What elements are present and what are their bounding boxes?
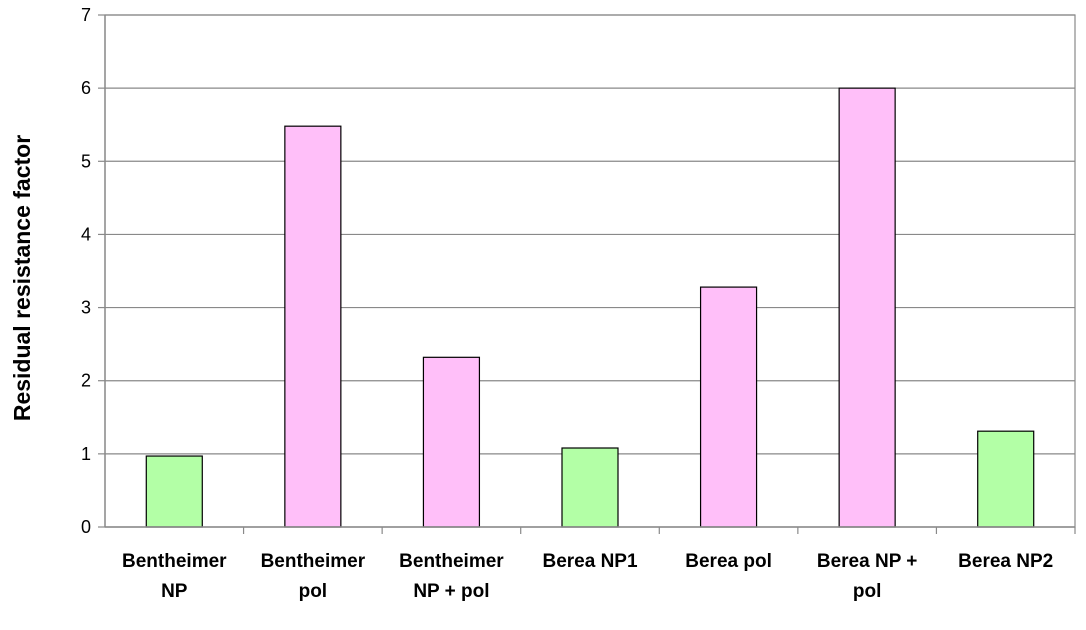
x-category-label: Berea NP + xyxy=(817,551,918,572)
bars xyxy=(145,87,1035,528)
y-tick-label: 0 xyxy=(81,517,91,537)
y-tick-label: 5 xyxy=(81,151,91,171)
x-category-label: Berea pol xyxy=(685,551,772,572)
y-tick-label: 7 xyxy=(81,5,91,25)
y-tick-labels: 0 1 2 3 4 5 6 7 xyxy=(81,5,91,537)
x-category-label: Bentheimer xyxy=(399,551,504,572)
bar xyxy=(699,286,758,528)
y-tick-label: 1 xyxy=(81,444,91,464)
axes xyxy=(98,14,1076,534)
bar xyxy=(422,356,481,528)
y-tick-label: 6 xyxy=(81,78,91,98)
bar xyxy=(977,430,1035,528)
x-category-label: Berea NP1 xyxy=(542,551,637,572)
x-category-label: NP + pol xyxy=(413,581,489,602)
bar xyxy=(838,87,896,528)
gridlines xyxy=(105,14,1075,455)
x-category-label: Bentheimer xyxy=(261,551,366,572)
x-category-labels: Bentheimer NP Bentheimer pol Bentheimer NP + … xyxy=(122,551,1053,602)
bar xyxy=(145,455,203,528)
bar xyxy=(284,125,342,528)
y-tick-label: 2 xyxy=(81,371,91,391)
x-category-label: pol xyxy=(299,581,328,602)
y-tick-label: 3 xyxy=(81,298,91,318)
y-axis-title: Residual resistance factor xyxy=(9,135,35,421)
bar xyxy=(561,447,619,528)
x-category-label: Berea NP2 xyxy=(958,551,1053,572)
x-category-label: pol xyxy=(853,581,882,602)
y-tick-label: 4 xyxy=(81,224,91,244)
x-category-label: Bentheimer xyxy=(122,551,227,572)
x-category-label: NP xyxy=(161,581,188,602)
